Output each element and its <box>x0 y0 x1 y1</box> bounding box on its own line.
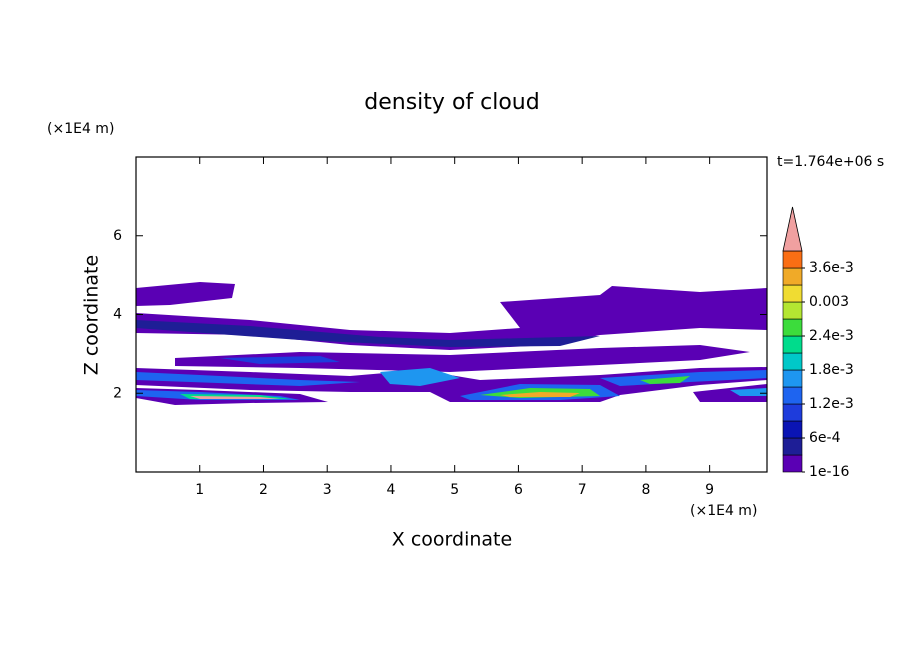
contour-region <box>380 368 460 386</box>
time-label: t=1.764e+06 s <box>777 154 884 170</box>
colorbar-band <box>782 420 803 439</box>
colorbar-band <box>782 352 803 371</box>
colorbar-label: 1.2e-3 <box>809 396 854 412</box>
contour-region <box>220 356 340 364</box>
colorbar-label: 6e-4 <box>809 430 841 446</box>
colorbar-label: 0.003 <box>809 294 849 310</box>
contour-region <box>136 372 360 386</box>
x-unit: (×1E4 m) <box>690 503 757 519</box>
contour-region <box>730 388 767 396</box>
colorbar-extend <box>782 206 803 252</box>
contour-region <box>500 392 580 397</box>
contour-region <box>693 384 767 402</box>
colorbar-band <box>782 318 803 337</box>
y-axis-label: Z coordinate <box>81 255 103 375</box>
colorbar-band <box>782 301 803 320</box>
colorbar-band <box>782 335 803 354</box>
y-unit: (×1E4 m) <box>47 121 114 137</box>
contour-region <box>640 376 690 384</box>
contour-field <box>136 282 767 405</box>
colorbar-band <box>782 284 803 303</box>
colorbar-label: 1.8e-3 <box>809 362 854 378</box>
x-tick-label: 2 <box>259 482 268 498</box>
y-tick-label: 2 <box>113 385 122 401</box>
colorbar-label: 2.4e-3 <box>809 328 854 344</box>
colorbar-band <box>782 437 803 456</box>
x-tick-label: 8 <box>641 482 650 498</box>
contour-region <box>136 320 600 347</box>
x-tick-label: 1 <box>195 482 204 498</box>
y-tick-label: 6 <box>113 228 122 244</box>
contour-region <box>175 345 750 372</box>
y-tick-label: 4 <box>113 307 122 323</box>
contour-region <box>190 396 280 399</box>
x-tick-label: 4 <box>386 482 395 498</box>
x-tick-label: 6 <box>514 482 523 498</box>
colorbar-band <box>782 250 803 269</box>
colorbar-band <box>782 386 803 405</box>
x-tick-label: 9 <box>705 482 714 498</box>
colorbar-label: 3.6e-3 <box>809 260 854 276</box>
chart-title: density of cloud <box>364 90 539 115</box>
x-tick-label: 3 <box>323 482 332 498</box>
colorbar-band <box>782 369 803 388</box>
contour-region <box>136 282 235 306</box>
x-tick-label: 7 <box>578 482 587 498</box>
x-axis-label: X coordinate <box>392 529 512 551</box>
colorbar-label: 1e-16 <box>809 464 849 480</box>
colorbar-band <box>782 267 803 286</box>
colorbar-band <box>782 454 803 473</box>
colorbar-band <box>782 403 803 422</box>
x-tick-label: 5 <box>450 482 459 498</box>
